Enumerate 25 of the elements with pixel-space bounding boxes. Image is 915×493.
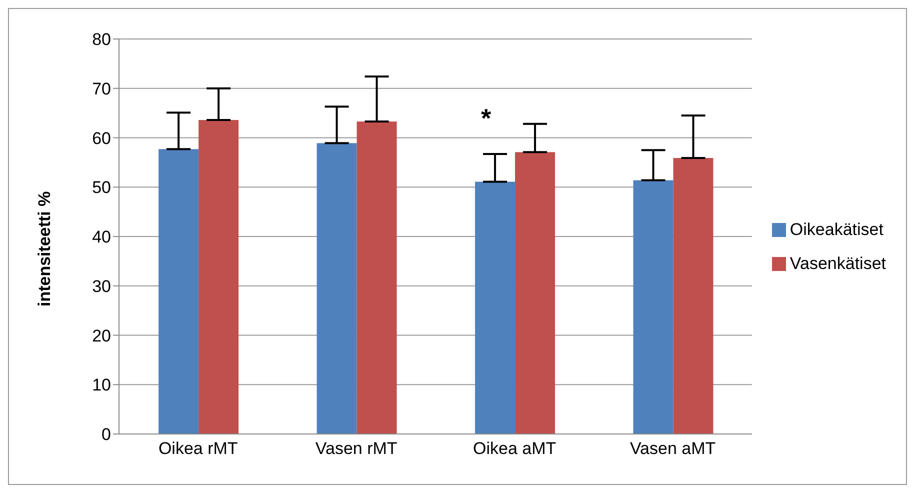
bar [356, 121, 397, 434]
bar [158, 149, 199, 434]
legend-label: Oikeakätiset [790, 220, 884, 238]
y-tick-label: 0 [102, 425, 111, 444]
annotation: * [481, 103, 492, 133]
y-tick-label: 20 [92, 326, 111, 346]
bar [515, 152, 556, 434]
y-axis-title: intensiteetti % [35, 191, 54, 306]
x-tick-label: Oikea aMT [473, 439, 556, 458]
bar [673, 158, 714, 434]
bar [198, 120, 239, 434]
legend-label: Vasenkätiset [790, 254, 886, 272]
y-tick-label: 60 [92, 128, 111, 148]
bar [633, 180, 674, 434]
y-tick-label: 10 [92, 376, 111, 395]
bar [475, 182, 516, 434]
bar [316, 143, 357, 434]
y-tick-label: 40 [92, 228, 111, 247]
x-tick-label: Vasen rMT [315, 439, 398, 458]
y-tick-label: 80 [92, 30, 111, 50]
x-tick-label: Vasen aMT [630, 439, 716, 458]
y-tick-label: 50 [92, 178, 111, 198]
y-tick-label: 70 [92, 79, 111, 98]
x-tick-label: Oikea rMT [158, 439, 238, 458]
y-tick-label: 30 [92, 276, 111, 296]
